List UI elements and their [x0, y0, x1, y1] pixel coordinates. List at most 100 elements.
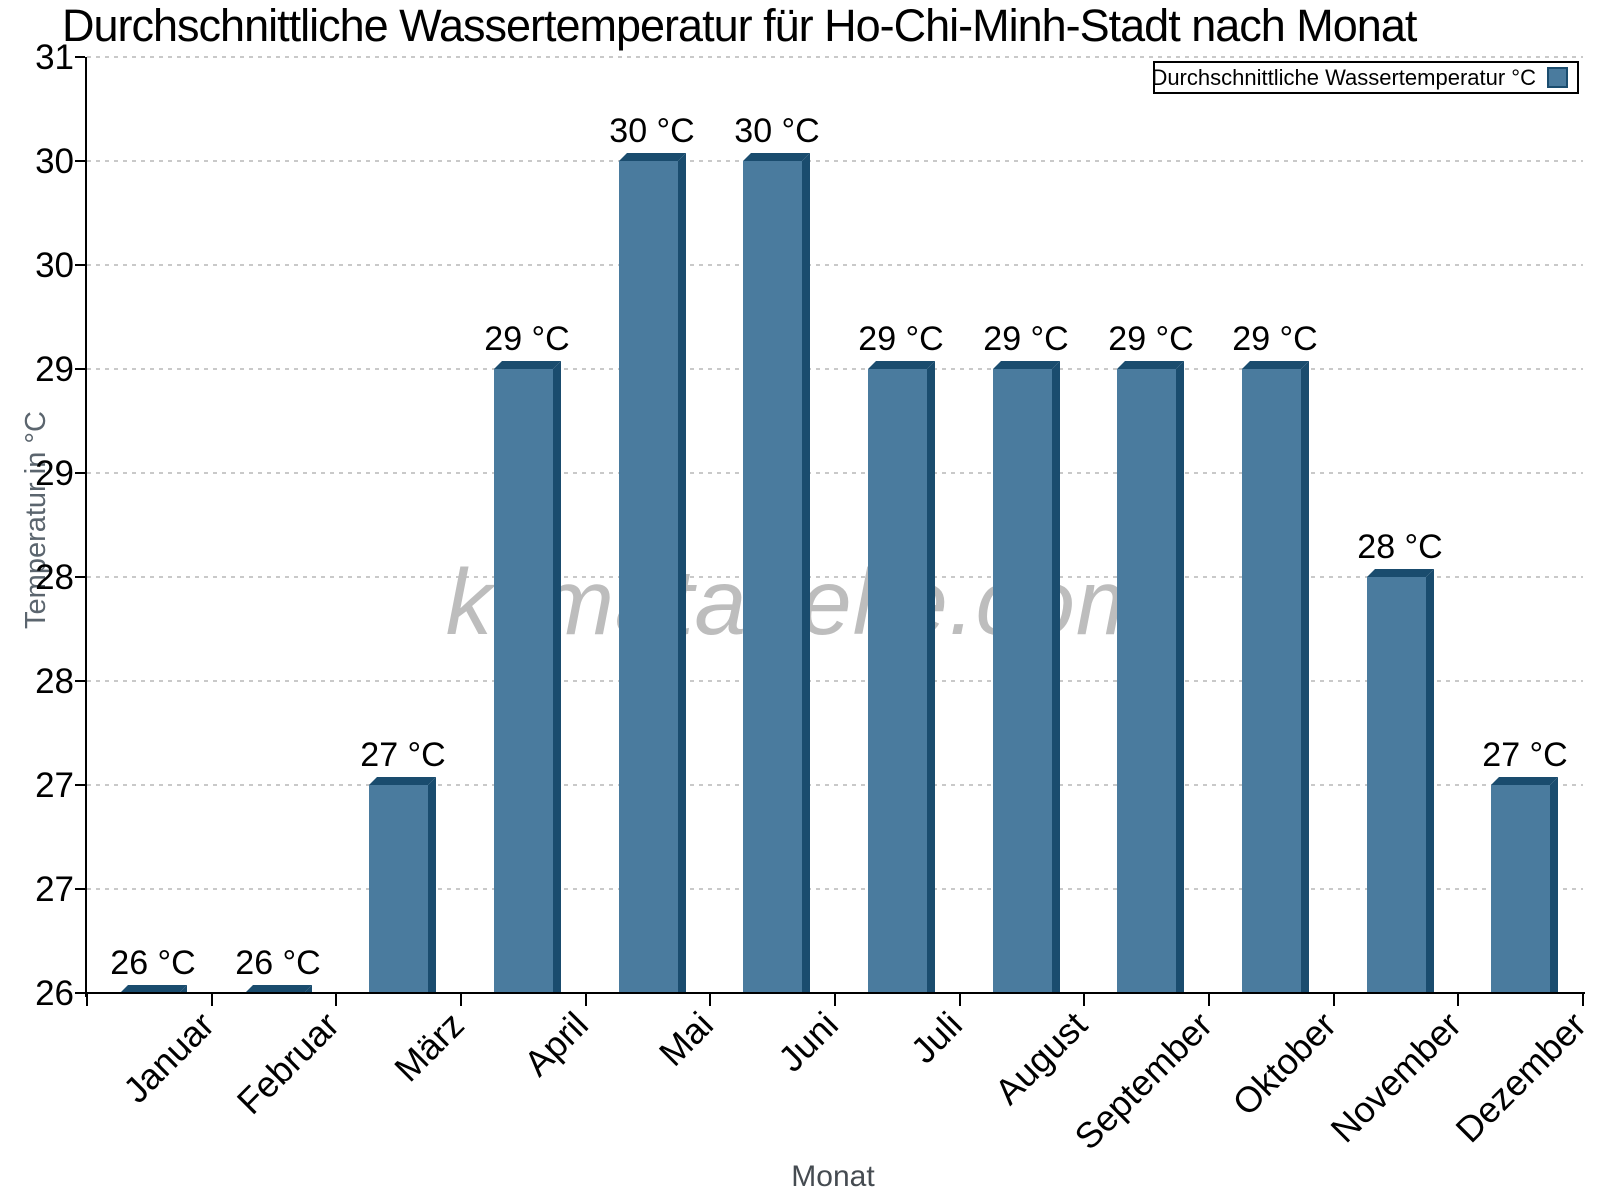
- x-tick-mark: [584, 994, 587, 1006]
- gridline: [87, 472, 1583, 474]
- bar-Mai: [619, 161, 678, 993]
- bar-value-label: 27 °C: [1482, 736, 1568, 774]
- bar-top-Februar: [245, 985, 312, 993]
- bar-side-April: [553, 361, 561, 993]
- y-tick-label: 28: [35, 558, 74, 597]
- gridline: [87, 888, 1583, 890]
- y-tick-label: 27: [35, 766, 74, 805]
- bar-top-Januar: [120, 985, 187, 993]
- y-tick-label: 29: [35, 454, 74, 493]
- bar-side-August: [1052, 361, 1060, 993]
- x-tick-mark: [834, 994, 836, 1006]
- legend-swatch-icon: [1547, 67, 1568, 88]
- gridline: [87, 784, 1583, 786]
- x-tick-mark: [1582, 994, 1584, 1006]
- gridline: [87, 160, 1583, 162]
- bar-top-November: [1367, 569, 1434, 577]
- y-tick-label: 26: [35, 974, 74, 1013]
- x-tick-label-November: November: [1322, 1003, 1469, 1151]
- gridline: [87, 56, 1583, 58]
- bar-value-label: 29 °C: [484, 320, 570, 358]
- x-tick-label-Oktober: Oktober: [1224, 1003, 1345, 1124]
- bar-top-März: [369, 777, 436, 785]
- bar-value-label: 29 °C: [1232, 320, 1318, 358]
- y-tick-label: 31: [35, 38, 74, 77]
- x-tick-label-April: April: [516, 1003, 597, 1084]
- bar-top-August: [993, 361, 1060, 369]
- gridline: [87, 264, 1583, 266]
- bar-September: [1117, 369, 1176, 993]
- y-tick-label: 28: [35, 662, 74, 701]
- y-tick-mark: [75, 784, 85, 786]
- x-tick-label-August: August: [986, 1003, 1095, 1113]
- y-tick-mark: [75, 56, 85, 58]
- x-tick-mark: [1208, 994, 1210, 1006]
- y-tick-label: 29: [35, 350, 74, 389]
- y-tick-mark: [75, 576, 85, 578]
- legend-label: Durchschnittliche Wassertemperatur °C: [1151, 64, 1536, 90]
- x-tick-mark: [1332, 994, 1335, 1006]
- bar-value-label: 29 °C: [858, 320, 944, 358]
- x-axis-title: Monat: [791, 1160, 875, 1193]
- bar-side-November: [1426, 569, 1434, 993]
- legend: Durchschnittliche Wassertemperatur °C: [1151, 61, 1579, 94]
- bar-top-Juli: [868, 361, 935, 369]
- x-tick-label-Januar: Januar: [115, 1003, 223, 1111]
- bar-Juni: [743, 161, 802, 993]
- bar-Juli: [868, 369, 927, 993]
- bar-value-label: 29 °C: [983, 320, 1069, 358]
- y-tick-mark: [75, 888, 85, 890]
- bar-top-Juni: [743, 153, 810, 161]
- bar-August: [993, 369, 1052, 993]
- bar-März: [369, 785, 428, 993]
- y-tick-label: 30: [35, 246, 74, 285]
- bar-side-März: [428, 777, 436, 993]
- bar-value-label: 30 °C: [609, 112, 695, 150]
- x-tick-mark: [958, 994, 961, 1006]
- bar-value-label: 26 °C: [110, 944, 196, 982]
- x-tick-label-Juli: Juli: [903, 1003, 971, 1072]
- x-tick-mark: [1083, 994, 1086, 1006]
- y-tick-label: 30: [35, 142, 74, 181]
- bar-top-September: [1117, 361, 1184, 369]
- bar-value-label: 29 °C: [1108, 320, 1194, 358]
- x-axis-line: [85, 992, 1585, 994]
- x-tick-mark: [709, 994, 712, 1006]
- bar-top-April: [494, 361, 561, 369]
- x-tick-mark: [1457, 994, 1460, 1006]
- bar-side-September: [1176, 361, 1184, 993]
- x-tick-mark: [335, 994, 338, 1006]
- x-tick-mark: [210, 994, 213, 1006]
- gridline: [87, 368, 1583, 370]
- bar-side-Oktober: [1301, 361, 1309, 993]
- bar-Dezember: [1491, 785, 1550, 993]
- x-tick-label-März: März: [385, 1003, 472, 1090]
- x-tick-label-Mai: Mai: [650, 1003, 721, 1074]
- gridline: [87, 576, 1583, 578]
- y-tick-mark: [75, 680, 85, 682]
- y-tick-mark: [75, 264, 85, 266]
- x-tick-label-Februar: Februar: [228, 1003, 347, 1123]
- bar-value-label: 27 °C: [360, 736, 446, 774]
- bar-side-Juli: [927, 361, 935, 993]
- x-tick-label-Dezember: Dezember: [1447, 1003, 1594, 1151]
- x-tick-label-Juni: Juni: [769, 1003, 846, 1080]
- bar-November: [1367, 577, 1426, 993]
- bar-side-Februar: [304, 985, 312, 993]
- bar-side-Juni: [802, 153, 810, 993]
- bar-top-Dezember: [1491, 777, 1558, 785]
- bar-value-label: 28 °C: [1357, 528, 1443, 566]
- gridline: [87, 680, 1583, 682]
- x-tick-mark: [460, 994, 462, 1006]
- bar-top-Oktober: [1242, 361, 1309, 369]
- x-tick-mark: [86, 994, 88, 1006]
- y-tick-mark: [75, 160, 85, 162]
- y-axis-line: [85, 57, 87, 997]
- y-tick-mark: [75, 992, 85, 994]
- bar-side-Dezember: [1550, 777, 1558, 993]
- y-tick-label: 27: [35, 870, 74, 909]
- bar-April: [494, 369, 553, 993]
- bar-value-label: 30 °C: [734, 112, 820, 150]
- bar-Oktober: [1242, 369, 1301, 993]
